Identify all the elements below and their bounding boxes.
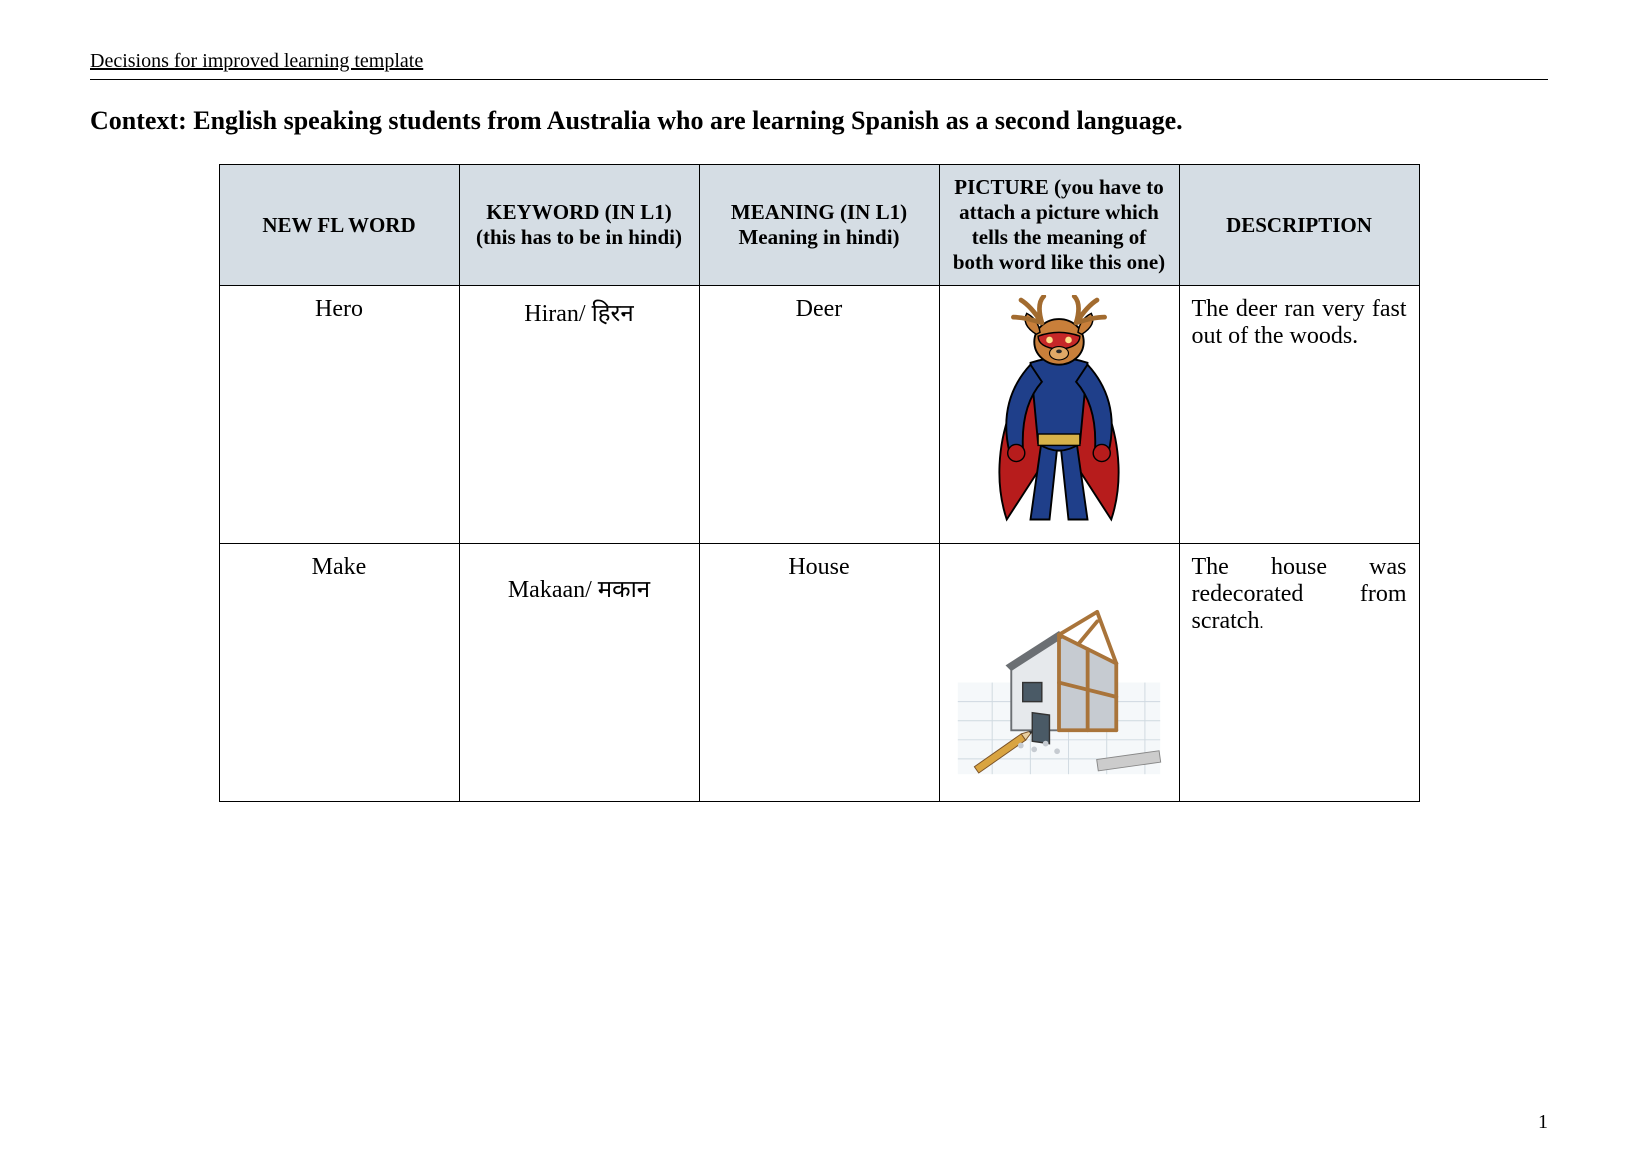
col-header-desc: DESCRIPTION [1179,165,1419,286]
cell-description: The house was redecorated from scratch. [1179,544,1419,802]
cell-keyword: Makaan/ मकान [459,544,699,802]
context-heading: Context: English speaking students from … [90,106,1548,136]
cell-meaning: House [699,544,939,802]
vocab-table: NEW FL WORD KEYWORD (IN L1) (this has to… [219,164,1420,802]
cell-meaning: Deer [699,286,939,544]
cell-description: The deer ran very fast out of the woods. [1179,286,1419,544]
page-number: 1 [1538,1111,1548,1134]
table-row: Make Makaan/ मकान House [219,544,1419,802]
cell-picture [939,544,1179,802]
col-header-meaning: MEANING (IN L1) Meaning in hindi) [699,165,939,286]
table-header-row: NEW FL WORD KEYWORD (IN L1) (this has to… [219,165,1419,286]
deer-superhero-icon [964,295,1154,535]
header-rule [90,79,1548,80]
col-header-picture: PICTURE (you have to attach a picture wh… [939,165,1179,286]
cell-flword: Hero [219,286,459,544]
cell-picture [939,286,1179,544]
table-row: Hero Hiran/ हिरन Deer [219,286,1419,544]
desc-text: The house was redecorated from scratch [1192,554,1407,634]
col-header-flword: NEW FL WORD [219,165,459,286]
header-tagline: Decisions for improved learning template [90,50,1548,73]
house-construction-icon [954,568,1164,778]
cell-keyword: Hiran/ हिरन [459,286,699,544]
cell-flword: Make [219,544,459,802]
col-header-keyword: KEYWORD (IN L1) (this has to be in hindi… [459,165,699,286]
desc-period: . [1259,615,1263,632]
